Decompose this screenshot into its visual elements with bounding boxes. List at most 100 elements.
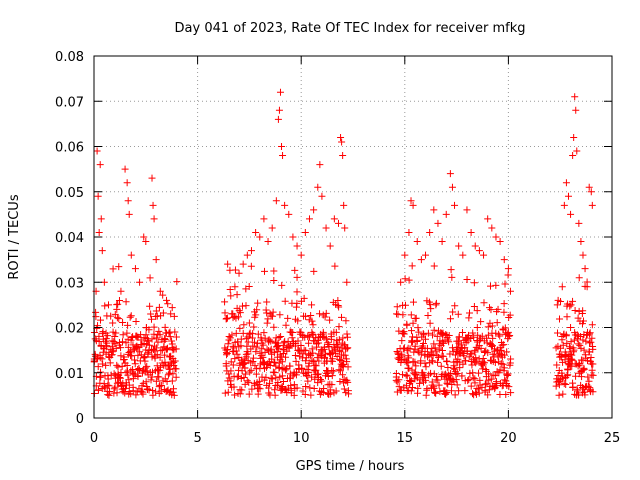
data-point: [454, 310, 462, 318]
data-point: [428, 381, 436, 389]
data-point: [427, 350, 435, 358]
data-point: [579, 307, 587, 315]
data-point: [305, 339, 313, 347]
data-point: [318, 192, 326, 200]
data-point: [310, 358, 318, 366]
data-point: [156, 331, 164, 339]
x-tick-label: 5: [193, 431, 201, 446]
data-point: [308, 301, 316, 309]
data-point: [133, 332, 141, 340]
data-point: [301, 228, 309, 236]
data-point: [484, 349, 492, 357]
data-point: [438, 238, 446, 246]
data-point: [170, 312, 178, 320]
data-point: [236, 390, 244, 398]
data-point: [407, 377, 415, 385]
data-point: [254, 330, 262, 338]
data-point: [424, 353, 432, 361]
data-point: [503, 371, 511, 379]
data-point: [338, 313, 346, 321]
data-point: [414, 324, 422, 332]
data-point: [484, 391, 492, 399]
data-point: [328, 372, 336, 380]
data-point: [558, 336, 566, 344]
data-point: [409, 384, 417, 392]
data-point: [164, 300, 172, 308]
data-point: [293, 242, 301, 250]
data-point: [424, 311, 432, 319]
data-point: [108, 348, 116, 356]
y-tick-label: 0.01: [55, 367, 84, 382]
data-point: [459, 251, 467, 259]
data-point: [341, 224, 349, 232]
data-point: [291, 351, 299, 359]
data-point: [123, 329, 131, 337]
data-point: [412, 314, 420, 322]
data-point: [474, 345, 482, 353]
data-point: [140, 233, 148, 241]
data-point: [274, 379, 282, 387]
data-point: [114, 300, 122, 308]
data-point: [484, 215, 492, 223]
data-point: [455, 333, 463, 341]
data-point: [228, 331, 236, 339]
data-point: [395, 327, 403, 335]
data-point: [400, 345, 408, 353]
data-point: [95, 386, 103, 394]
data-point: [475, 247, 483, 255]
data-point: [97, 215, 105, 223]
data-point: [112, 329, 120, 337]
data-point: [252, 370, 260, 378]
data-point: [145, 341, 153, 349]
x-tick-label: 0: [90, 431, 98, 446]
data-point: [104, 332, 112, 340]
data-point: [427, 305, 435, 313]
data-point: [507, 355, 515, 363]
data-point: [478, 383, 486, 391]
data-point: [475, 389, 483, 397]
data-point: [240, 321, 248, 329]
data-point: [559, 390, 567, 398]
data-point: [121, 389, 129, 397]
data-point: [154, 338, 162, 346]
data-point: [492, 329, 500, 337]
data-point: [401, 251, 409, 259]
data-point: [554, 371, 562, 379]
data-point: [335, 366, 343, 374]
data-point: [142, 378, 150, 386]
data-point: [469, 329, 477, 337]
data-point: [142, 331, 150, 339]
data-point: [560, 201, 568, 209]
data-point: [275, 345, 283, 353]
data-point: [93, 147, 101, 155]
data-point: [112, 344, 120, 352]
data-point: [110, 385, 118, 393]
data-point: [124, 321, 132, 329]
data-point: [145, 386, 153, 394]
data-point: [304, 377, 312, 385]
data-point: [109, 319, 117, 327]
data-point: [116, 374, 124, 382]
data-point: [252, 311, 260, 319]
data-point: [318, 377, 326, 385]
data-point: [492, 378, 500, 386]
data-point: [234, 313, 242, 321]
data-point: [281, 297, 289, 305]
data-point: [121, 384, 129, 392]
data-point: [452, 370, 460, 378]
y-tick-label: 0.07: [55, 95, 84, 110]
data-point: [266, 379, 274, 387]
data-point: [300, 346, 308, 354]
data-point: [343, 330, 351, 338]
data-point: [503, 348, 511, 356]
data-point: [173, 278, 181, 286]
data-point: [576, 361, 584, 369]
data-point: [435, 381, 443, 389]
data-point: [485, 386, 493, 394]
data-point: [152, 344, 160, 352]
data-point: [96, 161, 104, 169]
data-point: [233, 350, 241, 358]
data-point: [111, 383, 119, 391]
data-point: [124, 335, 132, 343]
data-point: [432, 389, 440, 397]
